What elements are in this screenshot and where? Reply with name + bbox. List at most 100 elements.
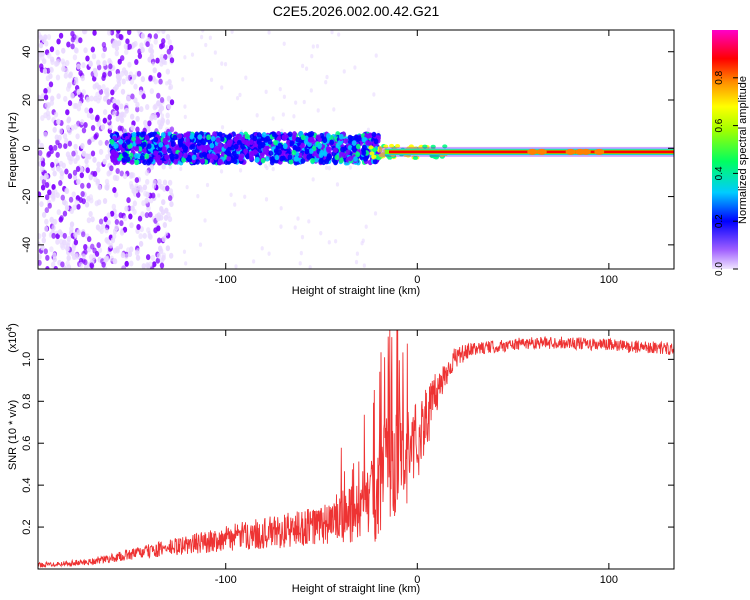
- spectrogram-blob: [238, 168, 243, 173]
- spectrogram-blob: [57, 134, 62, 141]
- spectrogram-blob: [164, 154, 170, 160]
- spectrogram-blob: [203, 218, 207, 223]
- spectrogram-blob: [150, 254, 156, 261]
- spectrogram-blob: [161, 30, 166, 35]
- spectrogram-blob: [172, 134, 178, 141]
- spectrogram-blob: [183, 104, 187, 109]
- spectrogram-blob: [234, 264, 238, 269]
- spectrogram-blob: [220, 125, 225, 130]
- spectrogram-blob: [324, 80, 328, 85]
- spectrogram-blob: [111, 203, 117, 210]
- spectrogram-blob: [307, 141, 312, 148]
- spectrogram-blob: [292, 114, 296, 119]
- spectrogram-blob: [71, 191, 76, 198]
- spectrogram-blob: [125, 38, 130, 45]
- spectrogram-blob: [169, 152, 175, 159]
- spectrogram-blob: [300, 234, 305, 240]
- spectrogram-blob: [145, 41, 150, 48]
- spectrogram-blob: [195, 159, 200, 165]
- spectrogram-blob: [87, 153, 92, 160]
- spectrogram-blob: [63, 72, 69, 79]
- spectrogram-blob: [77, 100, 83, 107]
- colorbar: 0.0 0.2 0.4 0.6 0.8 Normalized spectral ampl…: [712, 30, 749, 276]
- spectrogram-blob: [39, 201, 44, 208]
- spectrogram-blob: [134, 58, 139, 65]
- spectrogram-blob: [287, 131, 293, 138]
- spectrogram-blob: [334, 154, 340, 161]
- spectrogram-blob: [259, 152, 265, 158]
- spectrogram-blob: [50, 261, 56, 268]
- spectrogram-heatmap: [38, 30, 674, 269]
- spectrogram-blob: [177, 133, 183, 139]
- spectrogram-blob: [79, 119, 85, 126]
- spectrogram-blob: [150, 192, 156, 199]
- snr-ytick-label: 1.0: [21, 352, 33, 367]
- spectrogram-blob: [279, 206, 283, 211]
- spectrogram-blob: [335, 182, 340, 187]
- spectrogram-blob: [302, 153, 308, 160]
- spectrogram-blob: [104, 227, 109, 234]
- spectrogram-blob: [264, 155, 270, 162]
- spectrogram-blob: [144, 153, 150, 160]
- spectrogram-blob: [72, 174, 78, 181]
- spectrogram-ytick-label: 40: [21, 46, 33, 58]
- spectrogram-blob: [219, 169, 224, 174]
- spectrogram-blob: [394, 144, 401, 149]
- spectrogram-blob: [134, 249, 140, 256]
- spectrogram-blob: [267, 30, 271, 35]
- spectrogram-blob: [84, 201, 90, 208]
- spectrogram-blob: [152, 67, 157, 74]
- colorbar-label: Normalized spectral amplitude: [737, 76, 749, 224]
- spectrogram-blob: [148, 75, 153, 82]
- spectrogram-blob: [62, 133, 68, 140]
- spectrogram-blob: [185, 131, 191, 137]
- spectrogram-blob: [333, 159, 338, 166]
- spectrogram-blob: [235, 95, 240, 101]
- spectrogram-blob: [49, 216, 54, 223]
- spectrogram-blob: [133, 83, 138, 90]
- spectrogram-blob: [442, 144, 448, 149]
- spectrogram-blob: [315, 134, 321, 140]
- spectrogram-blob: [161, 236, 167, 243]
- spectrogram-blob: [115, 245, 120, 252]
- spectrogram-blob: [260, 142, 265, 149]
- spectrogram-blob: [104, 237, 109, 244]
- spectrogram-blob: [64, 205, 70, 212]
- spectrogram-blob: [89, 262, 95, 269]
- spectrogram-blob: [205, 182, 210, 188]
- spectrogram-blob: [67, 100, 73, 107]
- spectrogram-ytick-label: -20: [21, 189, 33, 205]
- spectrogram-blob: [64, 68, 69, 75]
- spectrogram-blob: [153, 103, 159, 110]
- spectrogram-blob: [122, 173, 128, 180]
- spectrogram-blob: [78, 261, 84, 268]
- chart-title: C2E5.2026.002.00.42.G21: [273, 3, 440, 19]
- spectrogram-blob: [321, 159, 326, 166]
- spectrogram-blob: [334, 239, 338, 244]
- spectrogram-blob: [149, 53, 154, 60]
- spectrogram-blob: [112, 258, 118, 265]
- spectrogram-blob: [68, 196, 74, 203]
- spectrogram-blob: [60, 261, 65, 268]
- spectrogram-blob: [94, 132, 99, 139]
- spectrogram-blob: [74, 37, 79, 44]
- spectrogram-blob: [201, 139, 207, 146]
- spectrogram-blob: [109, 165, 114, 172]
- spectrogram-blob: [226, 155, 232, 162]
- spectrogram-blob: [200, 158, 205, 164]
- spectrogram-blob: [129, 159, 135, 165]
- spectrogram-blob: [256, 138, 262, 144]
- snr-ticks: -100 0 100 0.2 0.4 0.6 0.8 1.0: [21, 330, 674, 586]
- spectrogram-blob: [145, 191, 150, 198]
- spectrogram-line-peak: [536, 148, 547, 155]
- spectrogram-blob: [45, 110, 51, 117]
- spectrogram-blob: [291, 149, 297, 156]
- spectrogram-blob: [115, 115, 120, 122]
- spectrogram-blob: [136, 70, 142, 77]
- spectrogram-blob: [383, 144, 389, 149]
- spectrogram-blob: [90, 150, 96, 157]
- spectrogram-blob: [49, 148, 54, 155]
- spectrogram-blob: [78, 37, 83, 44]
- spectrogram-blob: [143, 119, 148, 126]
